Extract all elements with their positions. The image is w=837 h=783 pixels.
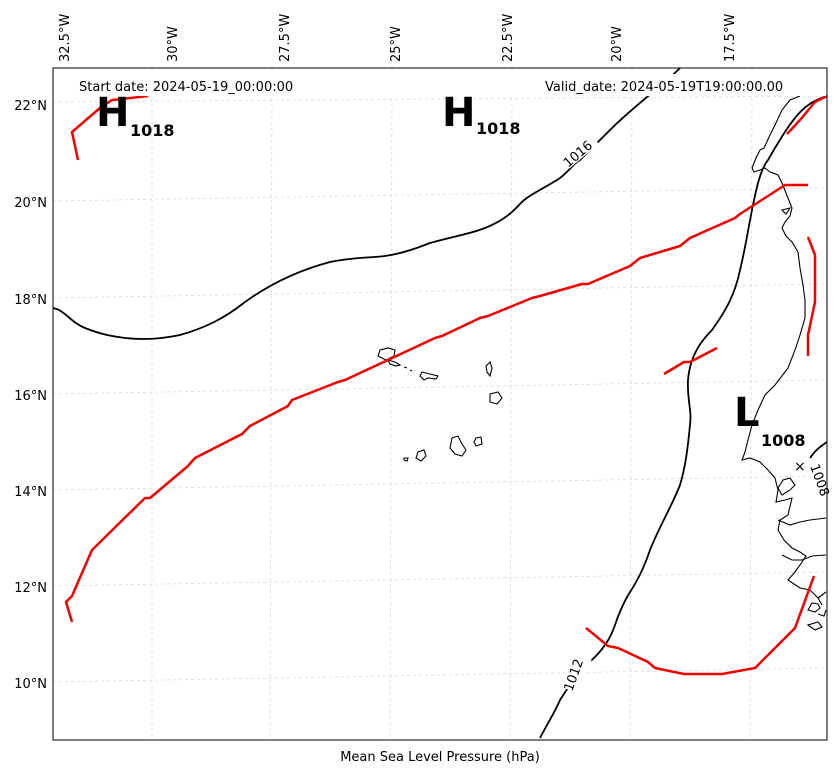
isobar-1008 (809, 441, 828, 459)
high-pressure-value: 1018 (476, 119, 521, 138)
lon-tick-label: 22.5°W (501, 14, 516, 62)
front-north-west (70, 94, 149, 161)
isobar-1012 (539, 95, 828, 739)
lon-tick-label: 20°W (610, 26, 625, 62)
map-frame (52, 67, 828, 741)
lat-tick-label: 10°N (14, 677, 47, 692)
front-south (585, 575, 816, 676)
front-main (64, 183, 808, 623)
pressure-centers: H H 1018 1018 L 1008 × (96, 90, 806, 475)
isobar-label: 1008 (806, 462, 831, 498)
lon-tick-label: 17.5°W (723, 14, 738, 62)
lat-tick-label: 16°N (14, 389, 47, 404)
isobar-1016 (52, 67, 681, 340)
front-east-segment (806, 236, 817, 356)
lon-tick-label: 25°W (389, 26, 404, 62)
lon-tick-label: 32.5°W (58, 14, 73, 62)
high-pressure-symbol: H (442, 90, 475, 136)
valid-date-label: Valid_date: 2024-05-19T19:00:00.00 (545, 80, 783, 95)
start-date-label: Start date: 2024-05-19_00:00:00 (79, 80, 293, 95)
coastlines (741, 95, 827, 631)
lat-tick-label: 18°N (14, 293, 47, 308)
africa-coastline (741, 95, 823, 606)
low-pressure-center-marker: × (794, 459, 806, 475)
isobars (52, 67, 828, 739)
front-mid-segment (663, 346, 718, 376)
longitude-labels: 32.5°W 30°W 27.5°W 25°W 22.5°W 20°W 17.5… (58, 14, 738, 62)
low-pressure-value: 1008 (761, 431, 806, 450)
lat-tick-label: 20°N (14, 196, 47, 211)
high-pressure-value: 1018 (130, 121, 175, 140)
lat-tick-label: 14°N (14, 485, 47, 500)
lat-tick-label: 22°N (14, 99, 47, 114)
cape-verde-islands (377, 347, 503, 462)
low-pressure-symbol: L (734, 390, 760, 436)
contour-labels: 1016 1012 1008 (559, 131, 832, 694)
lon-tick-label: 30°W (166, 26, 181, 62)
graticule (52, 67, 828, 741)
lon-tick-label: 27.5°W (278, 14, 293, 62)
x-axis-label: Mean Sea Level Pressure (hPa) (340, 750, 540, 765)
front-north-east (786, 94, 828, 135)
lat-tick-label: 12°N (14, 581, 47, 596)
fronts (64, 94, 828, 676)
latitude-labels: 22°N 20°N 18°N 16°N 14°N 12°N 10°N (14, 99, 47, 692)
high-pressure-symbol: H (96, 90, 129, 136)
